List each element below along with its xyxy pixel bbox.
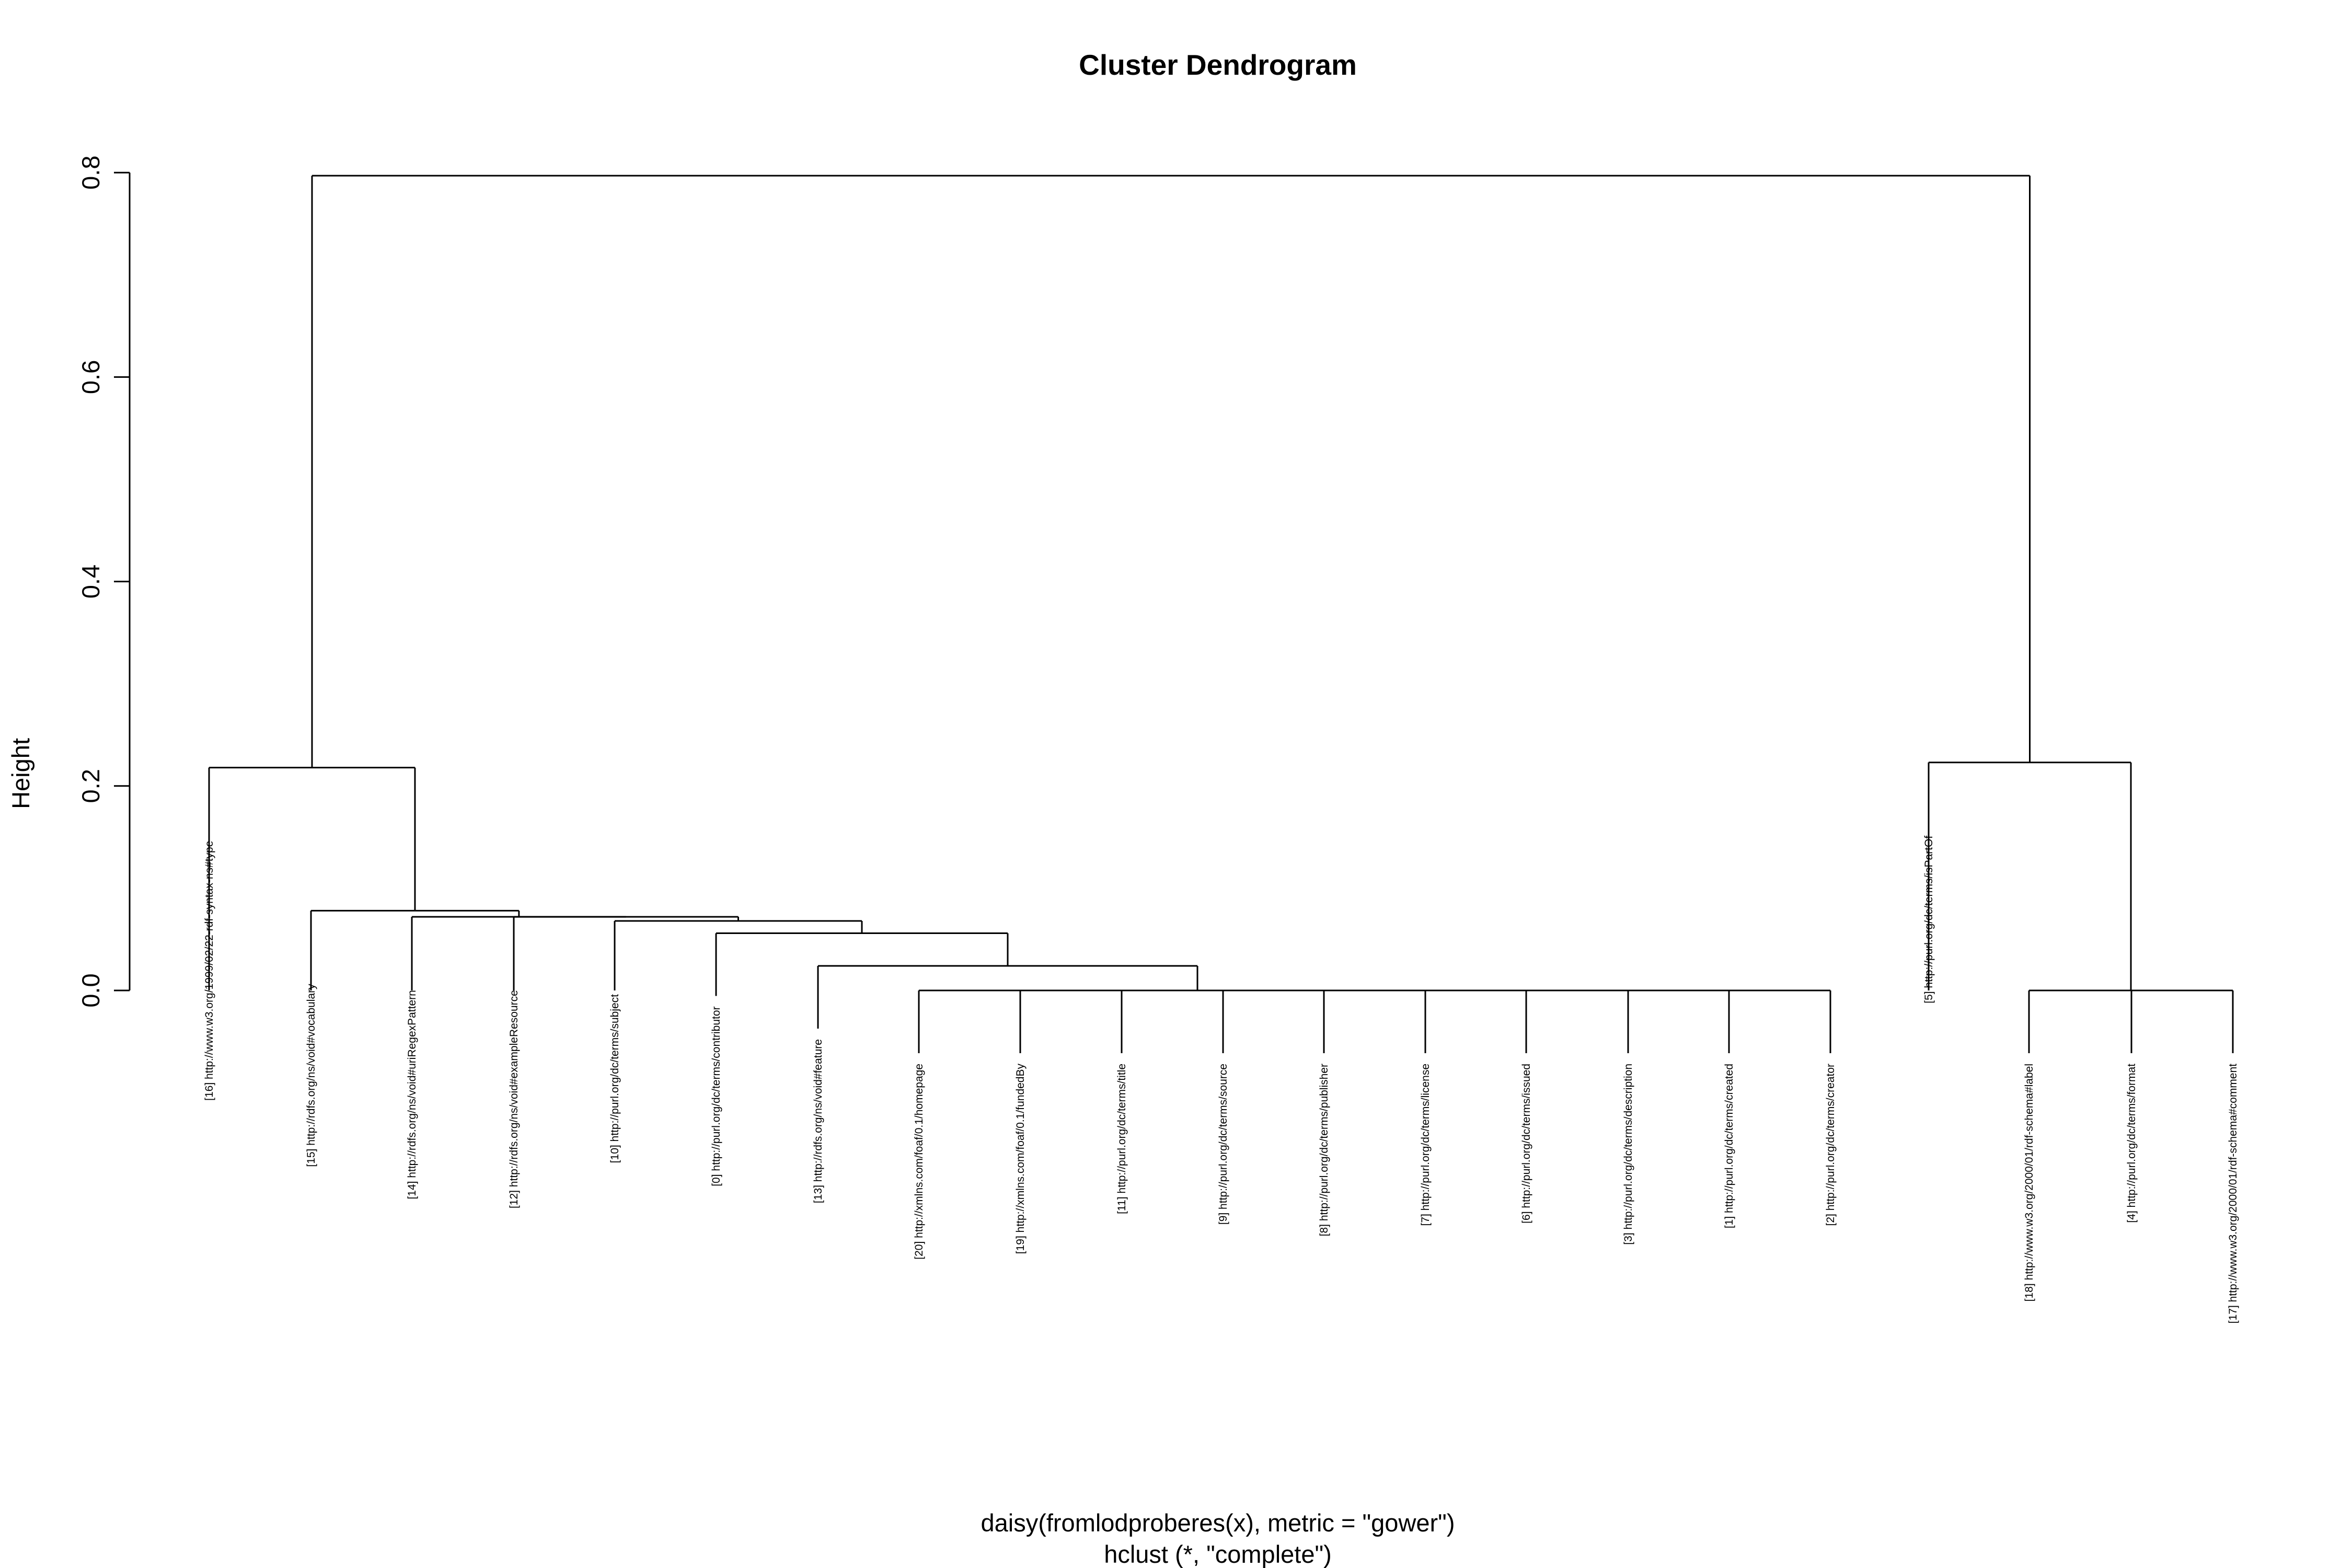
leaf-label: [15] http://rdfs.org/ns/void#vocabulary xyxy=(305,984,317,1167)
dendrogram-branch xyxy=(817,965,1198,990)
dendrogram-branch xyxy=(311,175,2031,768)
leaf-label: [18] http://www.w3.org/2000/01/rdf-schem… xyxy=(2023,1064,2035,1301)
x-axis-subtitle-2: hclust (*, "complete") xyxy=(1104,1540,1332,1568)
leaf-label: [20] http://xmlns.com/foaf/0.1/homepage xyxy=(913,1064,925,1260)
leaf-label: [3] http://purl.org/dc/terms/description xyxy=(1622,1064,1634,1245)
leaf-labels: [16] http://www.w3.org/1999/02/22-rdf-sy… xyxy=(203,762,2239,1323)
y-tick-label: 0.8 xyxy=(77,156,105,190)
y-tick-label: 0.2 xyxy=(77,769,105,803)
y-axis: 0.0 0.2 0.4 0.6 0.8 xyxy=(77,156,131,1008)
y-tick-label: 0.0 xyxy=(77,973,105,1007)
dendrogram-branch xyxy=(411,916,626,990)
dendrogram-branch xyxy=(310,909,520,990)
dendrogram-branch xyxy=(208,767,416,990)
y-tick-label: 0.6 xyxy=(77,360,105,394)
leaf-label: [10] http://purl.org/dc/terms/subject xyxy=(609,994,621,1163)
leaf-label: [13] http://rdfs.org/ns/void#feature xyxy=(812,1039,824,1203)
leaf-label: [1] http://purl.org/dc/terms/created xyxy=(1723,1064,1735,1228)
leaf-label: [9] http://purl.org/dc/terms/source xyxy=(1217,1064,1229,1225)
leaf-label: [4] http://purl.org/dc/terms/format xyxy=(2126,1064,2138,1223)
x-axis-subtitle-1: daisy(fromlodproberes(x), metric = "gowe… xyxy=(981,1509,1455,1537)
leaf-label: [0] http://purl.org/dc/terms/contributor xyxy=(710,1006,722,1186)
leaf-label: [17] http://www.w3.org/2000/01/rdf-schem… xyxy=(2227,1064,2239,1323)
y-axis-title: Height xyxy=(7,738,34,809)
leaf-label: [5] http://purl.org/dc/terms/isPartOf xyxy=(1923,836,1935,1004)
chart-title: Cluster Dendrogram xyxy=(1079,49,1357,81)
leaf-label: [19] http://xmlns.com/foaf/0.1/fundedBy xyxy=(1014,1064,1027,1254)
leaf-label: [14] http://rdfs.org/ns/void#uriRegexPat… xyxy=(406,990,418,1199)
dendrogram-branch xyxy=(715,932,1009,990)
leaf-label: [6] http://purl.org/dc/terms/issued xyxy=(1520,1064,1532,1224)
dendrogram-branch xyxy=(614,920,863,990)
leaf-label: [7] http://purl.org/dc/terms/license xyxy=(1420,1064,1432,1226)
leaf-label: [11] http://purl.org/dc/terms/title xyxy=(1116,1064,1128,1214)
leaf-label: [2] http://purl.org/dc/terms/creator xyxy=(1825,1064,1837,1226)
leaf-label: [12] http://rdfs.org/ns/void#exampleReso… xyxy=(508,990,520,1208)
dendrogram-branch xyxy=(1928,762,2132,990)
y-tick-label: 0.4 xyxy=(77,564,105,598)
leaf-label: [8] http://purl.org/dc/terms/publisher xyxy=(1318,1064,1330,1236)
dendrogram-branch xyxy=(513,916,739,990)
leaf-label: [16] http://www.w3.org/1999/02/22-rdf-sy… xyxy=(203,841,215,1101)
